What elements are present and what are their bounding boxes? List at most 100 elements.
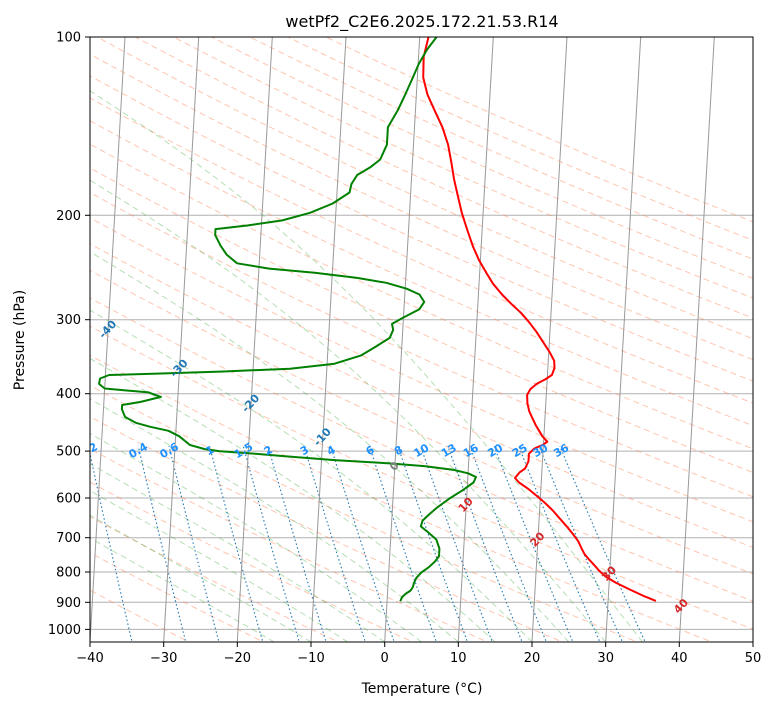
dry-adiabat (90, 589, 190, 642)
mixing-ratio-label: 20 (485, 441, 505, 460)
dry-adiabat (135, 37, 753, 319)
moist-adiabat (90, 514, 312, 642)
y-tick-label: 200 (56, 209, 81, 224)
moist-adiabat (90, 432, 422, 642)
isotherm-label: -40 (96, 318, 119, 342)
x-tick-label: −10 (297, 651, 324, 666)
dry-adiabat (173, 37, 753, 299)
dry-adiabat (90, 325, 753, 630)
y-tick-label: 700 (56, 531, 81, 546)
dry-adiabat (211, 37, 753, 279)
mixing-ratio-line (242, 445, 300, 642)
dry-adiabat (90, 217, 753, 523)
mixing-ratio-label: 25 (510, 441, 530, 460)
dry-adiabat (90, 448, 489, 642)
dry-adiabat (90, 143, 753, 450)
y-tick-label: 600 (56, 492, 81, 507)
moist-adiabat (90, 463, 385, 642)
isotherm-line (457, 37, 494, 642)
y-tick-label: 500 (56, 445, 81, 460)
plot-frame (89, 36, 754, 643)
moist-adiabats (90, 90, 643, 642)
x-axis-ticks: −40 −30 −20 −10 0 10 20 30 40 50 (76, 642, 761, 666)
y-tick-label: 1000 (48, 623, 81, 638)
plot-area: 0.10.20.40.611.52346810131620253036-100-… (30, 37, 753, 642)
moist-adiabat (90, 90, 643, 642)
moist-adiabat (90, 179, 607, 642)
mixing-ratio-label: 4 (325, 443, 338, 458)
isotherm-line (605, 37, 642, 642)
mixing-ratio-lines (90, 445, 646, 642)
mixing-ratio-label: 16 (461, 441, 481, 460)
y-tick-label: 400 (56, 387, 81, 402)
dry-adiabat (287, 37, 753, 241)
moist-adiabat (90, 357, 496, 642)
x-tick-label: −20 (224, 651, 251, 666)
mixing-ratio-line (419, 445, 493, 642)
isotherm-line (163, 37, 200, 642)
moist-adiabat (90, 490, 349, 642)
y-tick-label: 100 (56, 31, 81, 46)
y-axis-label: Pressure (hPa) (12, 290, 28, 390)
mixing-ratio-label: 0.1 (30, 440, 53, 461)
mixing-ratio-line (303, 445, 366, 642)
mixing-ratio-line (168, 445, 220, 642)
mixing-ratio-line (330, 445, 395, 642)
profile-lines (98, 37, 657, 602)
isotherm-line (678, 37, 715, 642)
mixing-ratio-line (90, 451, 133, 642)
dry-adiabats (90, 37, 753, 642)
mixing-ratio-line (493, 445, 574, 642)
isotherm-label: -30 (168, 356, 191, 380)
dry-adiabat (96, 37, 753, 340)
dry-adiabat (90, 415, 564, 642)
mixing-ratio-line (137, 445, 187, 642)
isotherm-line (384, 37, 421, 642)
chart-title: wetPf2_C2E6.2025.172.21.53.R14 (285, 12, 558, 32)
x-tick-label: 50 (745, 651, 762, 666)
line-labels: 0.10.20.40.611.52346810131620253036-100-… (30, 318, 691, 617)
y-axis-ticks: 1000 900 800 700 600 500 400 300 200 100 (48, 31, 90, 638)
x-tick-label: 0 (381, 651, 389, 666)
mixing-ratio-line (559, 445, 646, 642)
dry-adiabat (90, 120, 753, 427)
x-tick-label: 30 (597, 651, 614, 666)
isotherm-line (752, 633, 753, 642)
y-tick-label: 300 (56, 313, 81, 328)
temperature-label: 20 (528, 529, 548, 549)
isotherm-line (310, 37, 347, 642)
mixing-ratio-label: 1.5 (232, 440, 255, 461)
isotherm-line (531, 37, 568, 642)
isotherm-line (236, 37, 273, 642)
isotherm-line (90, 37, 126, 642)
x-tick-label: 40 (671, 651, 688, 666)
dry-adiabat (90, 516, 340, 642)
mixing-ratio-label: 0.2 (77, 440, 100, 461)
dry-adiabat (90, 481, 415, 642)
mixing-ratio-label: 0.6 (157, 440, 181, 461)
y-tick-label: 900 (56, 596, 81, 611)
dry-adiabat (90, 192, 753, 498)
x-tick-label: 10 (450, 651, 467, 666)
mixing-ratio-label: 30 (531, 441, 551, 460)
temperature-label: 40 (671, 596, 691, 616)
mixing-ratio-label: 13 (439, 441, 459, 460)
mixing-ratio-line (538, 445, 623, 642)
dry-adiabat (90, 53, 753, 361)
mixing-ratio-label: 6 (364, 443, 377, 458)
x-tick-label: −30 (150, 651, 177, 666)
dry-adiabat (90, 552, 265, 642)
pressure-gridlines (90, 37, 753, 630)
dry-adiabat (90, 384, 639, 642)
dry-adiabat (325, 37, 753, 223)
mixing-ratio-line (267, 445, 327, 642)
dry-adiabat (90, 354, 714, 642)
temperature-line (422, 37, 657, 602)
isotherm-label: -20 (239, 392, 262, 416)
mixing-ratio-line (469, 445, 547, 642)
moist-adiabat (90, 537, 275, 642)
dewpoint-line (98, 37, 477, 602)
temperature-label: 30 (599, 563, 619, 583)
x-axis-label: Temperature (°C) (361, 681, 483, 697)
